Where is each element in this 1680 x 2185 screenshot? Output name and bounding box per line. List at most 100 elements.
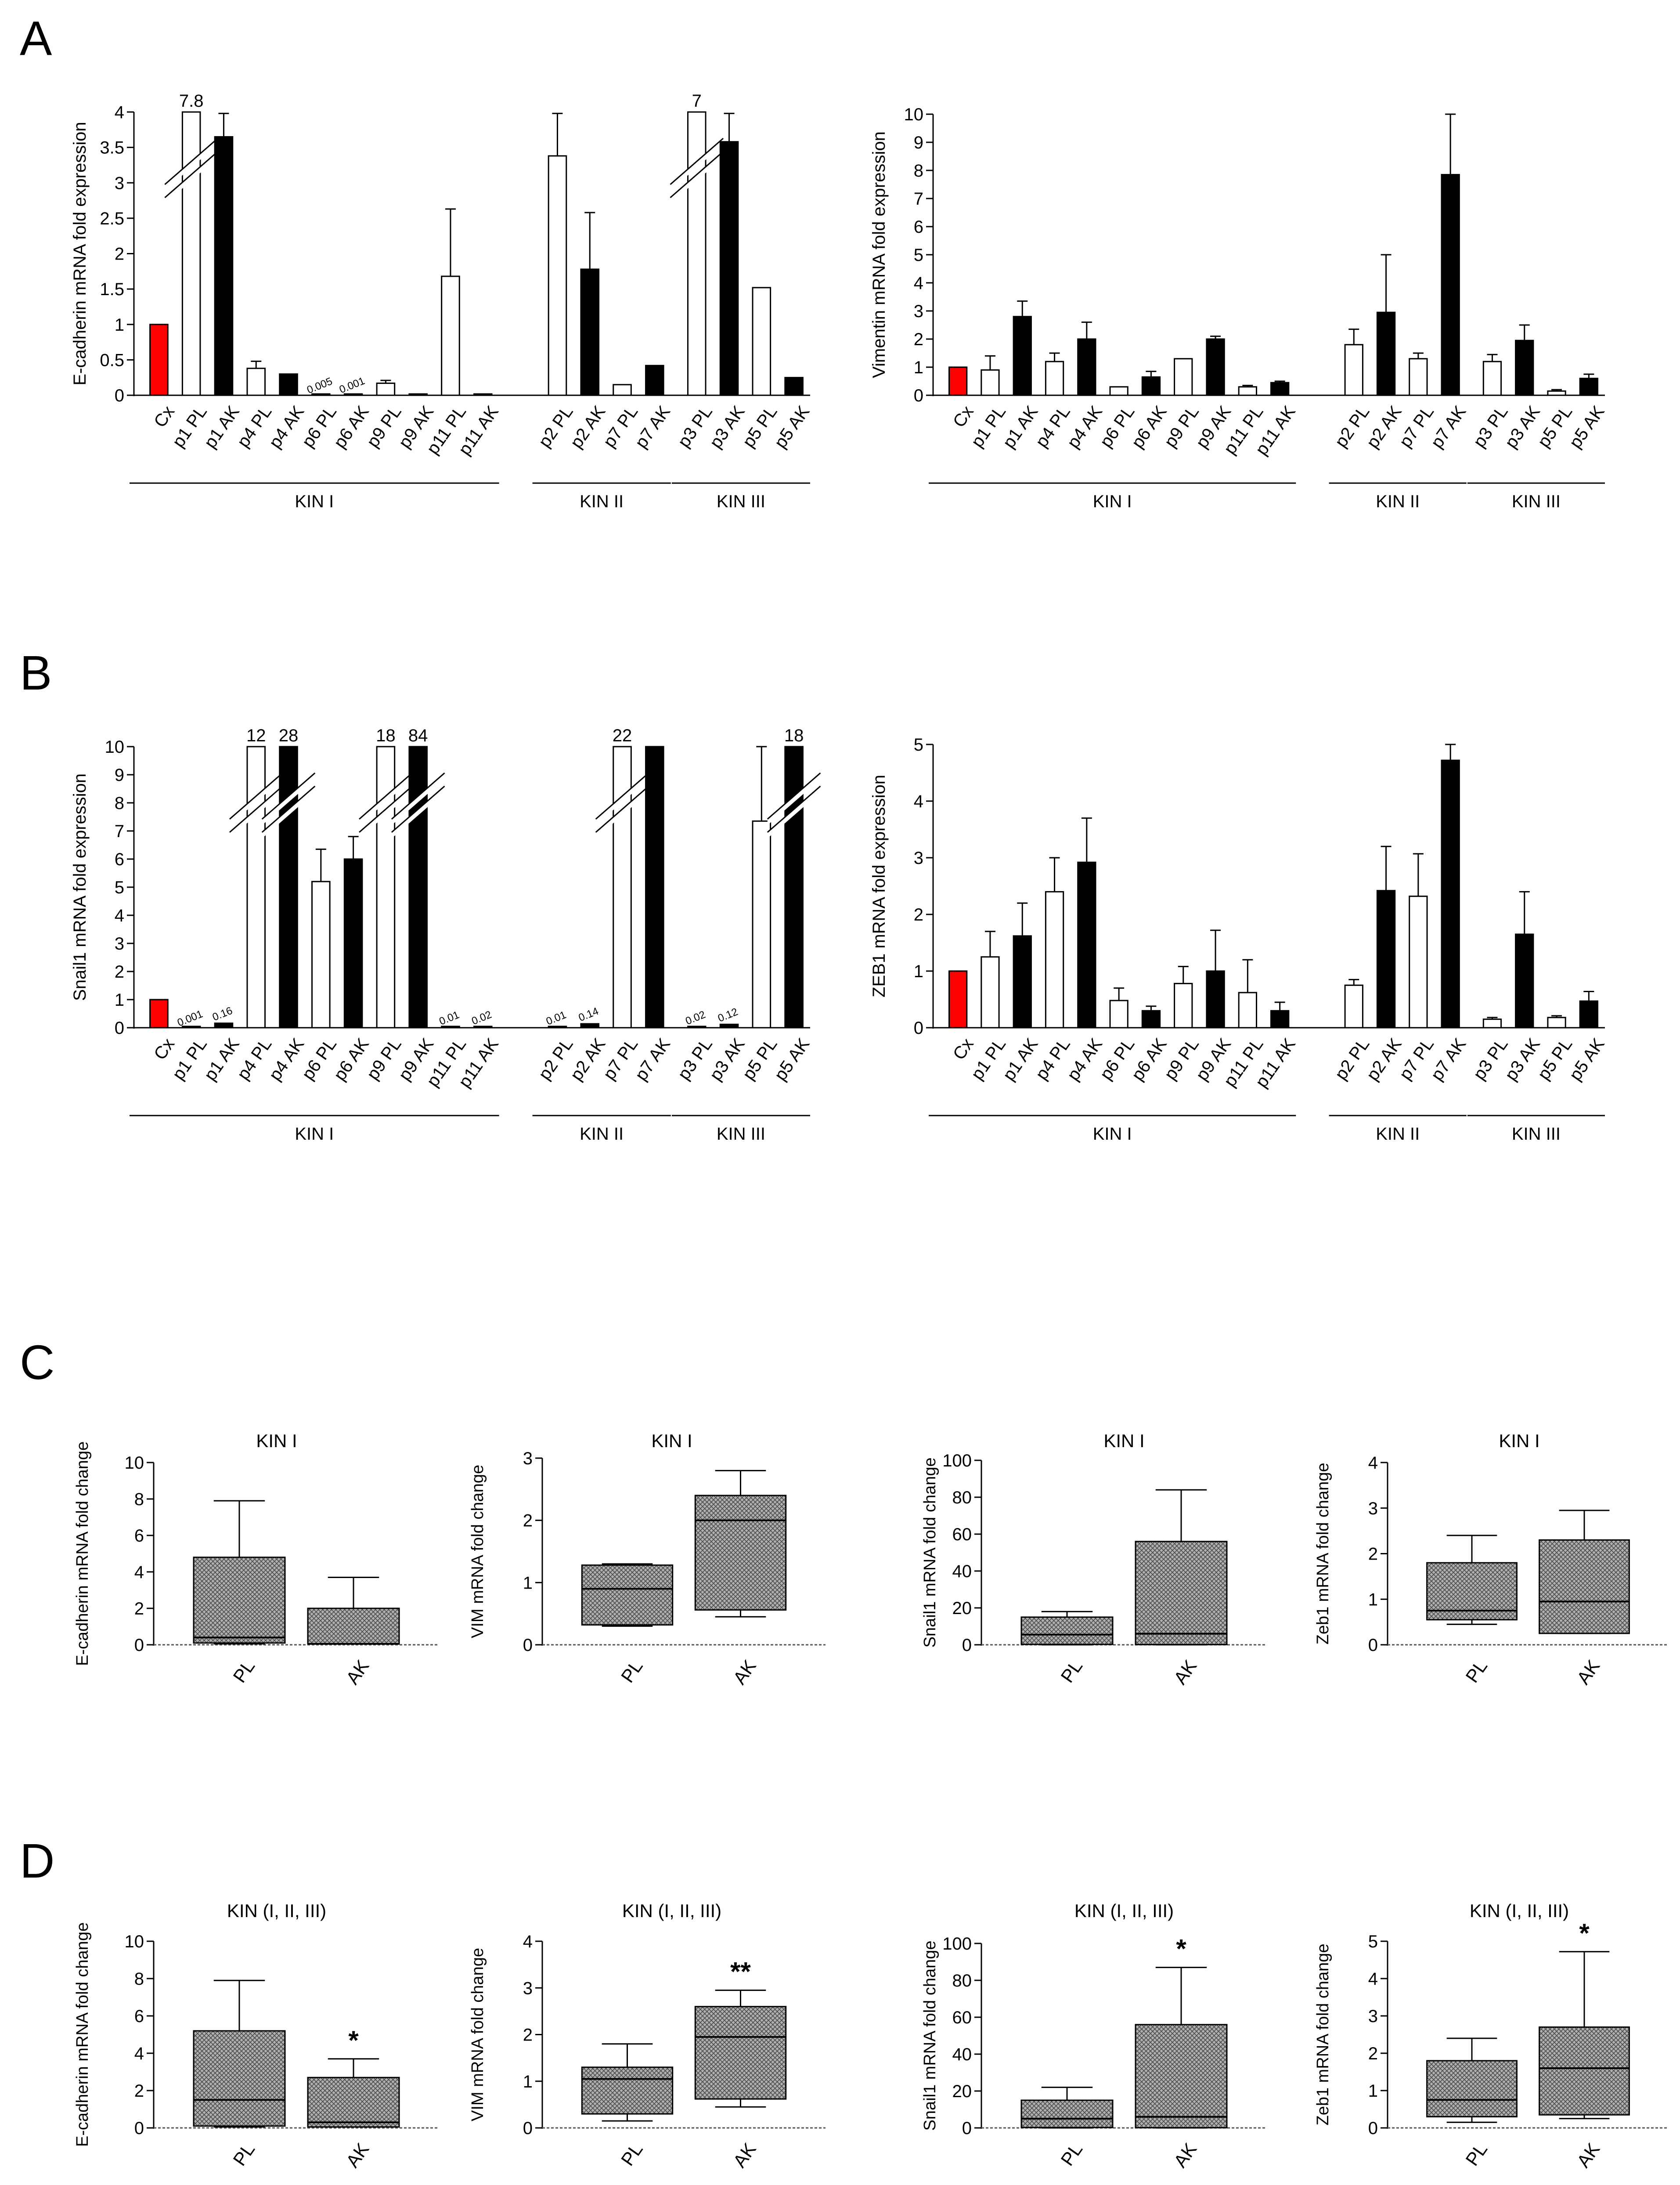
- y-axis-label: E-cadherin mRNA fold change: [73, 1922, 92, 2147]
- x-tick-label: AK: [1170, 2139, 1201, 2171]
- x-tick-label: AK: [729, 1656, 760, 1688]
- axis-break-band: [767, 786, 821, 838]
- x-tick-label: Cx: [949, 1035, 977, 1063]
- bar-p4-pl: [1045, 361, 1064, 396]
- x-tick-label: p1 AK: [200, 402, 243, 452]
- chart-title: KIN (I, II, III): [1074, 1900, 1174, 1921]
- axis-break-mark: [229, 785, 283, 833]
- group-label: KIN I: [295, 492, 334, 511]
- box-ak: [307, 1607, 400, 1645]
- x-tick-label: PL: [1461, 1656, 1491, 1687]
- bar-p4-pl: [1045, 891, 1064, 1029]
- box-ak: [1539, 1539, 1630, 1634]
- bar-p6-ak: [343, 858, 363, 1029]
- bar-p2-ak: [1376, 311, 1396, 396]
- y-axis-label: E-cadherin mRNA fold expression: [70, 122, 90, 385]
- y-tick-label: 0: [962, 1636, 972, 1655]
- y-tick-label: 6: [134, 1526, 144, 1546]
- y-tick-label: 1: [115, 990, 124, 1010]
- box-ak: [1135, 1541, 1228, 1646]
- significance-mark: *: [1579, 1918, 1590, 1948]
- bar-p7-ak: [1441, 174, 1460, 396]
- bar-p1-pl: [181, 1026, 201, 1029]
- significance-mark: **: [730, 1957, 751, 1986]
- value-label: 7: [692, 91, 702, 111]
- chart-d2: 0 1 2 3 4 PL ** AK KIN (I, II, III) VIM mRNA fold…: [469, 1900, 826, 2171]
- panel-label-a: A: [20, 11, 52, 65]
- bar-p4-pl: [246, 746, 266, 1029]
- bar-p6-ak: [1141, 376, 1161, 396]
- bar-p11-ak: [1270, 382, 1290, 396]
- y-tick-label: 1.5: [100, 280, 124, 299]
- y-tick-label: 60: [952, 1525, 972, 1544]
- chart-title: KIN I: [1499, 1430, 1539, 1451]
- axis-break-band: [595, 773, 649, 825]
- y-tick-label: 6: [115, 850, 124, 869]
- group-label: KIN III: [1512, 1124, 1561, 1144]
- value-label: 28: [279, 726, 299, 745]
- chart-c3: 0 20 40 60 80 100 PL AK KIN I Snail1 mRNA fold ch…: [921, 1430, 1267, 1688]
- bar-p3-pl: [1482, 1018, 1502, 1029]
- y-axis-label: Zeb1 mRNA fold change: [1314, 1943, 1332, 2125]
- y-tick-label: 60: [952, 2008, 972, 2027]
- x-tick-label: p3 AK: [706, 402, 749, 452]
- box-ak: [1539, 2026, 1630, 2116]
- x-tick-label: AK: [729, 2139, 760, 2171]
- x-tick-label: p7 AK: [1427, 402, 1470, 452]
- bar-p4-ak: [279, 373, 298, 396]
- bar-p1-pl: [181, 111, 201, 396]
- chart-d3: 0 20 40 60 80 100 PL * AK KIN (I, II, III) Snail1 …: [921, 1900, 1267, 2171]
- value-label: 0.001: [338, 375, 367, 396]
- bar-p3-ak: [719, 1023, 739, 1029]
- bar-p5-pl: [1547, 390, 1566, 396]
- y-tick-label: 0: [914, 386, 923, 405]
- y-tick-label: 3: [115, 173, 124, 193]
- y-tick-label: 3: [914, 302, 923, 321]
- x-tick-label: p7 AK: [631, 402, 674, 452]
- chart-title: KIN I: [651, 1430, 692, 1451]
- y-tick-label: 1: [115, 315, 124, 335]
- y-tick-label: 2: [1368, 2044, 1378, 2063]
- x-tick-label: p6 AK: [1128, 1035, 1170, 1084]
- chart-title: KIN I: [1103, 1430, 1144, 1451]
- group-label: KIN II: [580, 492, 624, 511]
- y-tick-label: 0: [115, 386, 124, 405]
- y-tick-label: 2: [914, 905, 923, 925]
- bar-p9-ak: [408, 393, 428, 396]
- axis-break-band: [391, 786, 445, 838]
- bar-p5-ak: [1579, 378, 1599, 396]
- x-tick-label: p6 AK: [330, 1035, 373, 1084]
- x-tick-label: p5 AK: [771, 1035, 813, 1084]
- bar-p7-pl: [1409, 896, 1428, 1029]
- y-tick-label: 4: [115, 103, 124, 122]
- y-tick-label: 3: [523, 1979, 533, 1998]
- y-axis-label: Snail1 mRNA fold change: [921, 1940, 939, 2131]
- axis-break-band: [359, 773, 412, 825]
- x-tick-label: AK: [1573, 1656, 1604, 1688]
- x-tick-label: p4 AK: [265, 402, 308, 452]
- bar-p5-ak: [784, 746, 804, 1029]
- axis-break-mark: [359, 772, 413, 820]
- y-tick-label: 0: [523, 1636, 533, 1655]
- y-tick-label: 10: [105, 737, 125, 757]
- axis-break-mark: [595, 785, 649, 833]
- value-label: 0.14: [577, 1005, 600, 1024]
- value-label: 7.8: [179, 91, 204, 111]
- y-tick-label: 4: [115, 906, 124, 925]
- group-label: KIN II: [1376, 1124, 1420, 1144]
- bar-p4-ak: [1077, 861, 1096, 1029]
- y-tick-label: 1: [914, 962, 923, 981]
- bar-p6-pl: [311, 393, 331, 396]
- x-tick-label: AK: [1170, 1656, 1201, 1688]
- y-tick-label: 5: [115, 878, 124, 897]
- y-tick-label: 4: [914, 792, 923, 811]
- significance-mark: *: [1176, 1934, 1186, 1964]
- y-tick-label: 0: [1368, 1636, 1378, 1655]
- x-tick-label: p2 AK: [566, 402, 609, 452]
- bar-p7-pl: [1409, 358, 1428, 396]
- chart-c2: 0 1 2 3 PL AK KIN I VIM mRNA fold change: [469, 1430, 826, 1688]
- y-axis-label: Vimentin mRNA fold expression: [869, 131, 889, 378]
- x-tick-label: p6 AK: [1128, 402, 1170, 452]
